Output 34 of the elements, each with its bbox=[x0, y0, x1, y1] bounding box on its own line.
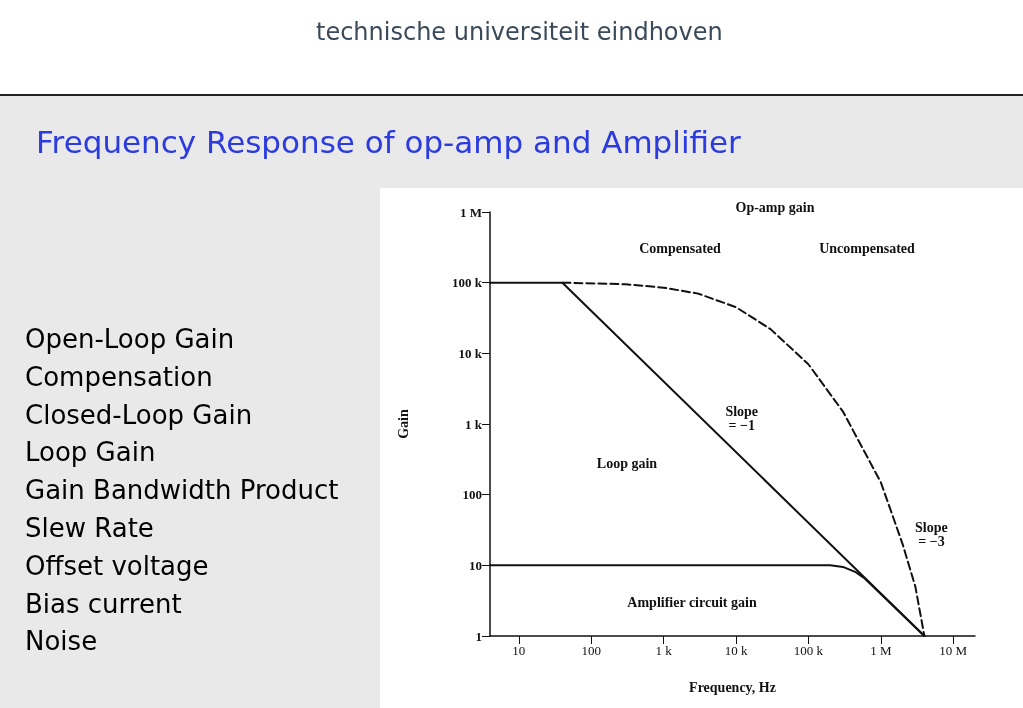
annotation: Slope = −3 bbox=[915, 520, 948, 550]
chart-title: Frequency Response of op-amp and Amplifier bbox=[36, 124, 741, 160]
y-tick-label: 100 k bbox=[452, 275, 483, 291]
y-tick-label: 10 k bbox=[458, 345, 483, 361]
text: Slew Rate bbox=[25, 512, 155, 545]
x-tick-label: 10 bbox=[512, 643, 526, 658]
y-axis-title: Gain bbox=[395, 409, 411, 439]
annotation: Amplifier circuit gain bbox=[627, 594, 757, 610]
annotation: Slope = −1 bbox=[725, 403, 759, 433]
x-tick-label: 1 k bbox=[655, 643, 673, 658]
text: Loop Gain bbox=[25, 436, 157, 470]
x-axis-title: Frequency, Hz bbox=[689, 679, 776, 695]
y-tick-label: 1 bbox=[475, 628, 482, 644]
x-tick-label: 10 M bbox=[939, 643, 968, 658]
y-tick-label: 1 k bbox=[465, 416, 483, 432]
text: Bias current bbox=[25, 587, 183, 621]
annotation: Compensated bbox=[639, 240, 722, 256]
text: Closed-Loop Gain bbox=[25, 398, 254, 432]
text: Open-Loop Gain bbox=[25, 323, 236, 356]
text: technische universiteit eindhoven bbox=[316, 18, 723, 46]
text: Noise bbox=[25, 625, 99, 659]
y-tick-label: 1 M bbox=[459, 204, 482, 220]
x-tick-label: 1 M bbox=[870, 643, 892, 658]
x-tick-label: 100 bbox=[581, 643, 601, 658]
x-tick-label: 100 k bbox=[793, 643, 824, 658]
y-tick-label: 10 bbox=[469, 557, 482, 573]
text: Gain Bandwidth Product bbox=[25, 474, 339, 508]
x-tick-label: 10 k bbox=[724, 643, 748, 658]
y-tick-label: 100 bbox=[462, 487, 482, 503]
annotation: Op-amp gain bbox=[735, 199, 815, 215]
text: Offset voltage bbox=[25, 549, 210, 583]
annotation: Uncompensated bbox=[819, 240, 916, 256]
text: Compensation bbox=[25, 360, 214, 394]
annotation: Loop gain bbox=[596, 455, 658, 471]
